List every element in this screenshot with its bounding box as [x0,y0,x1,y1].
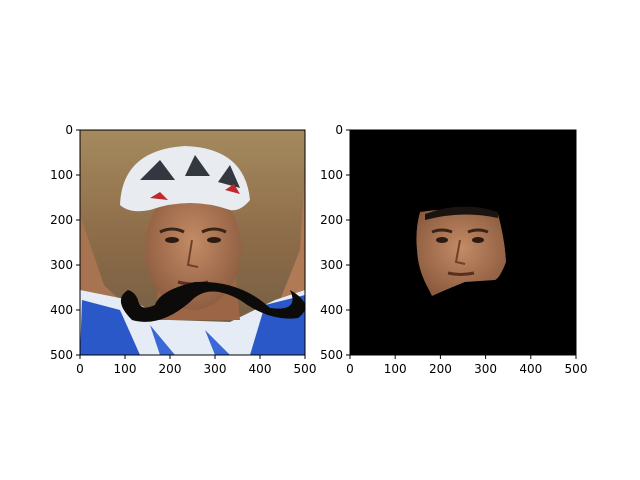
y-tick-label: 400 [320,303,343,317]
x-tick-label: 500 [565,362,588,376]
y-tick-label: 400 [50,303,73,317]
y-tick-label: 300 [50,258,73,272]
x-tick-label: 200 [159,362,182,376]
y-tick-label: 0 [335,123,343,137]
y-tick-label: 500 [320,348,343,362]
right-axes-frame [349,129,577,356]
x-tick-label: 0 [76,362,84,376]
y-tick-label: 0 [65,123,73,137]
y-tick-label: 100 [320,168,343,182]
x-tick-label: 400 [519,362,542,376]
left-axes-frame [79,129,306,356]
right-image-panel [349,129,577,356]
right-photo [350,130,576,355]
y-tick-label: 500 [50,348,73,362]
x-tick-label: 100 [114,362,137,376]
x-tick-label: 300 [204,362,227,376]
left-photo [80,130,305,355]
y-tick-label: 200 [50,213,73,227]
x-tick-label: 0 [346,362,354,376]
x-tick-label: 500 [294,362,317,376]
x-tick-label: 200 [429,362,452,376]
y-tick-label: 300 [320,258,343,272]
mustache-overlay [121,281,305,322]
x-tick-label: 400 [249,362,272,376]
y-tick-label: 100 [50,168,73,182]
left-image-panel [79,129,306,356]
x-tick-label: 100 [384,362,407,376]
x-tick-label: 300 [474,362,497,376]
y-tick-label: 200 [320,213,343,227]
